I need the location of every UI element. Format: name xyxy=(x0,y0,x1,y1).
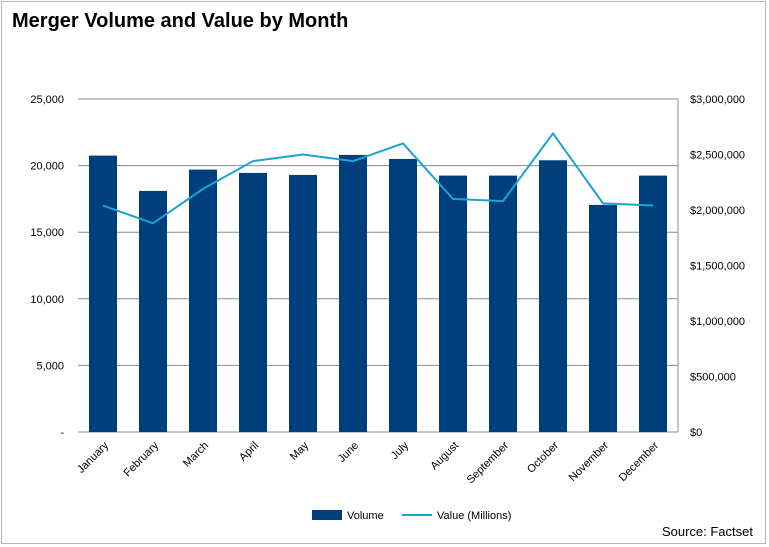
volume-bar xyxy=(639,175,667,432)
chart-title: Merger Volume and Value by Month xyxy=(12,10,349,32)
volume-bar xyxy=(189,169,217,432)
x-tick-label: December xyxy=(617,439,662,484)
volume-bar xyxy=(489,175,517,432)
volume-bar xyxy=(89,155,117,433)
y-left-tick-label: 20,000 xyxy=(30,161,64,173)
x-tick-label: April xyxy=(237,440,261,464)
y-left-tick-label: 15,000 xyxy=(30,227,64,239)
y-right-tick-label: $1,500,000 xyxy=(690,261,745,273)
x-tick-label: June xyxy=(336,440,361,465)
x-tick-label: August xyxy=(428,440,461,473)
y-right-tick-label: $1,000,000 xyxy=(690,316,745,328)
x-tick-label: November xyxy=(567,439,612,484)
legend-value-label: Value (Millions) xyxy=(437,510,511,522)
volume-bar xyxy=(239,172,267,432)
source-note: Source: Factset xyxy=(661,524,753,539)
y-right-tick-label: $3,000,000 xyxy=(690,94,745,106)
volume-bar xyxy=(439,175,467,432)
x-tick-label: January xyxy=(75,439,112,476)
x-tick-label: May xyxy=(288,439,312,463)
x-tick-label: February xyxy=(122,439,162,479)
legend-volume-label: Volume xyxy=(347,510,384,522)
x-tick-label: July xyxy=(389,439,412,462)
x-tick-label: October xyxy=(525,439,561,475)
x-tick-label: March xyxy=(181,440,211,470)
y-right-tick-label: $0 xyxy=(690,427,702,439)
volume-bar xyxy=(339,154,367,432)
y-left-tick-label: 5,000 xyxy=(36,360,64,372)
y-left-tick-label: - xyxy=(60,427,64,439)
volume-bar xyxy=(539,160,567,432)
volume-bar xyxy=(139,190,167,432)
legend-volume-swatch xyxy=(312,510,342,520)
volume-bar xyxy=(289,174,317,432)
volume-bar xyxy=(589,204,617,432)
x-tick-label: September xyxy=(465,439,512,486)
y-left-tick-label: 10,000 xyxy=(30,294,64,306)
y-right-tick-label: $500,000 xyxy=(690,372,736,384)
y-left-tick-label: 25,000 xyxy=(30,94,64,106)
y-right-tick-label: $2,500,000 xyxy=(690,150,745,162)
value-line xyxy=(102,131,654,225)
y-right-tick-label: $2,000,000 xyxy=(690,205,745,217)
volume-bar xyxy=(389,158,417,432)
